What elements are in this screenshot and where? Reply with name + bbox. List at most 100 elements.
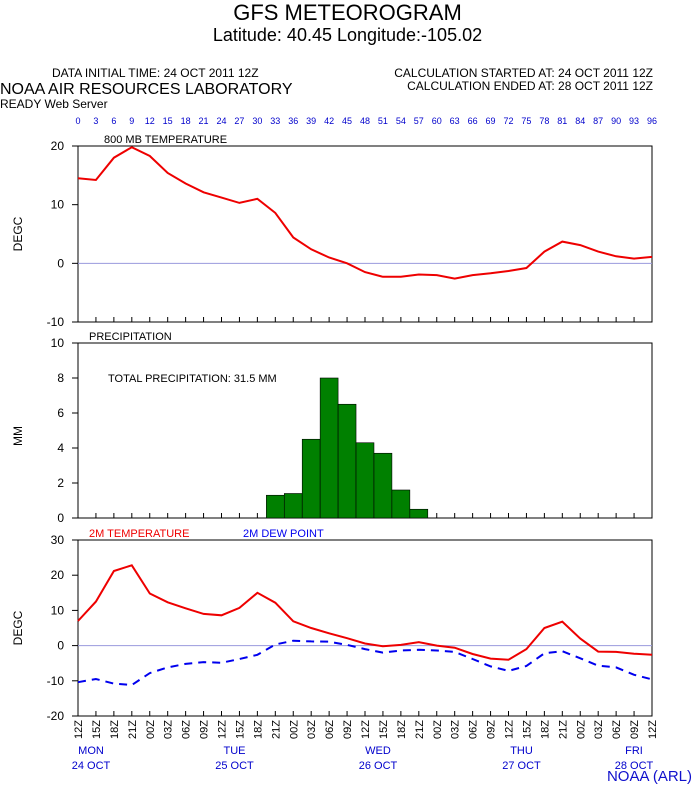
precip-bar [337,403,357,519]
y-axis-label: DEGC [11,610,25,645]
time-tick-label: 21Z [414,720,426,739]
forecast-hour-label: 54 [396,116,406,126]
y-tick-label: -10 [47,674,65,688]
server-name: READY Web Server [0,97,108,111]
panel-800mb-frame [77,145,653,323]
data-initial-time: DATA INITIAL TIME: 24 OCT 2011 12Z [52,66,259,80]
forecast-hour-label: 36 [288,116,298,126]
forecast-hour-label: 48 [360,116,370,126]
forecast-hour-label: 42 [324,116,334,126]
calculation-ended: CALCULATION ENDED AT: 28 OCT 2011 12Z [407,79,653,93]
forecast-hour-label: 75 [521,116,531,126]
panel-title: PRECIPITATION [89,331,172,343]
y-tick-label: 6 [57,406,64,420]
forecast-hour-label: 63 [450,116,460,126]
forecast-hour-label: 3 [93,116,98,126]
y-tick-label: 2 [57,476,64,490]
temp-2m-line [77,564,653,661]
forecast-hour-label: 96 [647,116,657,126]
temp-800mb-line [77,146,653,280]
time-tick-label: 15Z [521,720,533,739]
date-label: 27 OCT [502,760,541,772]
precip-bar [355,442,375,519]
forecast-hour-label: 51 [378,116,388,126]
forecast-hour-label: 39 [306,116,316,126]
y-tick-label: 10 [51,198,65,212]
day-label: FRI [625,745,643,757]
time-tick-label: 00Z [575,720,587,739]
y-tick-label: 10 [51,603,65,617]
time-tick-label: 12Z [73,720,85,739]
forecast-hour-label: 9 [129,116,134,126]
precip-total-annotation: TOTAL PRECIPITATION: 31.5 MM [108,373,277,385]
time-tick-label: 21Z [557,720,569,739]
calculation-started: CALCULATION STARTED AT: 24 OCT 2011 12Z [394,66,653,80]
day-label: WED [365,745,391,757]
forecast-hour-label: 90 [611,116,621,126]
lab-name: NOAA AIR RESOURCES LABORATORY [0,81,293,98]
y-tick-label: 0 [57,256,64,270]
dew-point-line [77,639,653,687]
time-tick-label: 00Z [432,720,444,739]
date-label: 25 OCT [215,760,254,772]
time-tick-label: 03Z [450,720,462,739]
time-tick-label: 18Z [109,720,121,739]
y-tick-label: 20 [51,568,65,582]
forecast-hour-label: 81 [557,116,567,126]
legend-2m-dew-point: 2M DEW POINT [243,528,324,540]
time-tick-label: 18Z [252,720,264,739]
time-tick-label: 06Z [468,720,480,739]
precip-bar [391,489,411,519]
time-tick-label: 12Z [647,720,659,739]
time-tick-label: 21Z [270,720,282,739]
time-tick-label: 03Z [593,720,605,739]
y-tick-label: -20 [47,709,65,723]
time-tick-label: 18Z [396,720,408,739]
time-tick-label: 09Z [486,720,498,739]
forecast-hour-label: 45 [342,116,352,126]
time-tick-label: 09Z [342,720,354,739]
forecast-hour-label: 93 [629,116,639,126]
precip-bar [283,493,303,519]
forecast-hour-label: 18 [181,116,191,126]
forecast-hour-label: 21 [199,116,209,126]
time-tick-label: 12Z [217,720,229,739]
time-tick-label: 21Z [127,720,139,739]
precip-bar [319,377,339,519]
y-axis-label: MM [11,426,25,446]
date-label: 26 OCT [359,760,398,772]
forecast-hour-label: 84 [575,116,585,126]
time-tick-label: 18Z [539,720,551,739]
y-axis-label: DEGC [11,216,25,251]
precip-bar [266,494,285,519]
panel-2m-frame [77,539,653,717]
time-tick-label: 06Z [611,720,623,739]
y-tick-label: 20 [51,139,65,153]
time-tick-label: 09Z [199,720,211,739]
forecast-hour-label: 33 [270,116,280,126]
day-label: TUE [224,745,246,757]
time-tick-label: 09Z [629,720,641,739]
time-tick-label: 15Z [378,720,390,739]
precip-bar [409,508,429,519]
date-label: 28 OCT [615,760,654,772]
forecast-hour-label: 60 [432,116,442,126]
noaa-credit: NOAA (ARL) [606,768,692,785]
y-tick-label: 30 [51,533,65,547]
y-tick-label: 0 [57,511,64,525]
page-title: GFS METEOROGRAM [233,0,462,25]
time-tick-label: 12Z [360,720,372,739]
panel-title: 800 MB TEMPERATURE [104,134,227,146]
date-label: 24 OCT [72,760,111,772]
forecast-hour-label: 87 [593,116,603,126]
day-label: THU [510,745,533,757]
day-label: MON [78,745,104,757]
time-tick-label: 03Z [163,720,175,739]
legend-2m-temperature: 2M TEMPERATURE [89,528,189,540]
forecast-hour-label: 24 [216,116,226,126]
time-tick-label: 06Z [324,720,336,739]
forecast-hour-label: 27 [234,116,244,126]
forecast-hour-label: 69 [486,116,496,126]
forecast-hour-label: 66 [468,116,478,126]
